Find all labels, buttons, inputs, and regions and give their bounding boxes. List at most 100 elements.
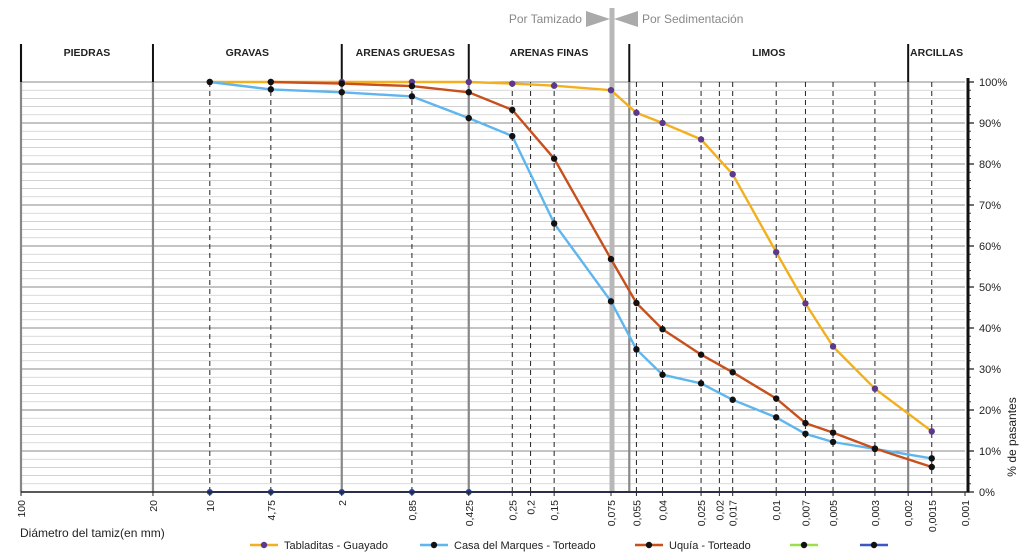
y-tick-label: 30% (979, 364, 1001, 376)
series-point-uquia-torteado (802, 419, 809, 427)
series-lines (206, 78, 935, 495)
series-point-tabladitas-guayado (659, 119, 666, 127)
series-point-casa-del-marques-torteado (928, 455, 935, 462)
series-point-uquia-torteado (697, 351, 705, 358)
legend-label-uquia-torteado: Uquía - Torteado (669, 540, 751, 552)
band-label-gravas: GRAVAS (226, 47, 269, 59)
series-point-uquia-torteado (408, 82, 416, 90)
y-tick-label: 10% (979, 446, 1001, 458)
y-tick-label: 70% (979, 200, 1001, 212)
y-axis-title: % de pasantes (1005, 397, 1019, 476)
series-point-casa-del-marques-torteado (773, 414, 780, 421)
legend-marker-series-5 (870, 541, 878, 549)
y-tick-label: 100% (979, 77, 1007, 89)
x-tick-label: 0,0015 (927, 500, 939, 532)
x-tick-label: 0,055 (631, 500, 643, 526)
y-tick-label: 0% (979, 487, 995, 499)
legend-marker-uquia-torteado (645, 541, 653, 549)
series-point-uquia-torteado (729, 369, 736, 376)
series-point-casa-del-marques-torteado (729, 396, 736, 403)
series-point-uquia-torteado (607, 255, 615, 263)
legend-label-casa-del-marques-torteado: Casa del Marques - Torteado (454, 540, 596, 552)
series-point-uquia-torteado (550, 155, 558, 162)
series-point-tabladitas-guayado (802, 300, 809, 307)
x-tick-label: 0,007 (800, 500, 812, 526)
x-tick-label: 0,075 (606, 500, 618, 526)
series-point-uquia-torteado (633, 299, 640, 307)
method-label-right: Por Sedimentación (642, 12, 743, 26)
series-point-uquia-torteado (829, 429, 837, 436)
method-arrow-right (613, 11, 638, 27)
legend-marker-tabladitas-guayado (260, 541, 268, 549)
series-point-uquia-torteado (465, 89, 472, 96)
series-point-tabladitas-guayado (928, 428, 935, 435)
series-point-tabladitas-guayado (829, 343, 837, 350)
series-point-uquia-torteado (509, 106, 516, 114)
x-tick-label: 0,04 (658, 500, 670, 521)
series-point-casa-del-marques-torteado (829, 438, 837, 446)
series-point-casa-del-marques-torteado (633, 346, 640, 353)
x-tick-label: 0,25 (507, 500, 519, 521)
series-point-uquia-torteado (773, 395, 780, 402)
series-point-tabladitas-guayado (729, 171, 736, 178)
legend-label-tabladitas-guayado: Tabladitas - Guayado (284, 540, 388, 552)
x-tick-label: 0,003 (870, 500, 882, 526)
series-point-casa-del-marques-torteado (206, 78, 213, 86)
x-tick-label: 4,75 (266, 500, 278, 521)
x-tick-label: 0,01 (771, 500, 783, 521)
series-point-casa-del-marques-torteado (408, 93, 416, 100)
band-label-arcillas: ARCILLAS (910, 47, 963, 59)
x-tick-label: 0,025 (696, 500, 708, 526)
x-tick-label: 0,425 (464, 500, 476, 526)
series-point-casa-del-marques-torteado (659, 371, 666, 378)
series-point-casa-del-marques-torteado (267, 86, 275, 93)
series-point-tabladitas-guayado (607, 87, 615, 94)
x-tick-label: 0,85 (407, 500, 419, 521)
y-tick-label: 50% (979, 282, 1001, 294)
x-tick-label: 0,001 (960, 500, 972, 526)
band-label-arenas-finas: ARENAS FINAS (510, 47, 589, 59)
y-tick-label: 90% (979, 118, 1001, 130)
series-point-casa-del-marques-torteado (550, 220, 558, 227)
method-label-left: Por Tamizado (509, 12, 582, 26)
series-point-uquia-torteado (871, 445, 879, 452)
band-label-piedras: PIEDRAS (64, 47, 111, 59)
x-tick-label: 20 (148, 500, 160, 512)
series-point-uquia-torteado (659, 326, 666, 333)
grid (21, 81, 965, 485)
band-label-arenas-gruesas: ARENAS GRUESAS (356, 47, 455, 59)
series-point-casa-del-marques-torteado (607, 298, 615, 305)
x-tick-label: 100 (16, 500, 28, 518)
labels: PIEDRAS GRAVAS ARENAS GRUESAS ARENAS FINAS L… (16, 12, 1019, 540)
y-tick-label: 40% (979, 323, 1001, 335)
series-point-uquia-torteado (267, 78, 275, 86)
y-tick-label: 60% (979, 241, 1001, 253)
x-tick-label: 0,15 (549, 500, 561, 521)
axes (20, 78, 974, 496)
series-point-uquia-torteado (338, 80, 345, 87)
method-arrow-left (585, 11, 610, 27)
series-line-tabladitas-guayado (209, 80, 933, 433)
series-point-tabladitas-guayado (773, 248, 780, 256)
series-point-tabladitas-guayado (509, 80, 516, 87)
x-tick-label: 0,017 (728, 500, 740, 526)
series-point-casa-del-marques-torteado (697, 380, 705, 387)
series-point-tabladitas-guayado (465, 78, 472, 86)
soil-band-dividers (19, 44, 910, 492)
series-point-tabladitas-guayado (697, 136, 705, 143)
series-point-casa-del-marques-torteado (802, 430, 809, 437)
x-tick-label: 0,002 (903, 500, 915, 526)
x-tick-label: 2 (337, 500, 349, 506)
series-point-casa-del-marques-torteado (338, 89, 345, 96)
x-tick-label: 0,02 (714, 500, 726, 521)
series-line-uquia-torteado (270, 80, 933, 469)
legend: Tabladitas - Guayado Casa del Marques - T… (250, 540, 888, 552)
x-axis-title: Diámetro del tamiz(en mm) (20, 526, 165, 540)
x-tick-label: 0,005 (828, 500, 840, 526)
y-tick-label: 20% (979, 405, 1001, 417)
series-point-uquia-torteado (928, 463, 935, 471)
legend-marker-series-4 (800, 541, 808, 549)
series-point-tabladitas-guayado (633, 109, 640, 116)
x-tick-label: 0,2 (526, 500, 538, 515)
